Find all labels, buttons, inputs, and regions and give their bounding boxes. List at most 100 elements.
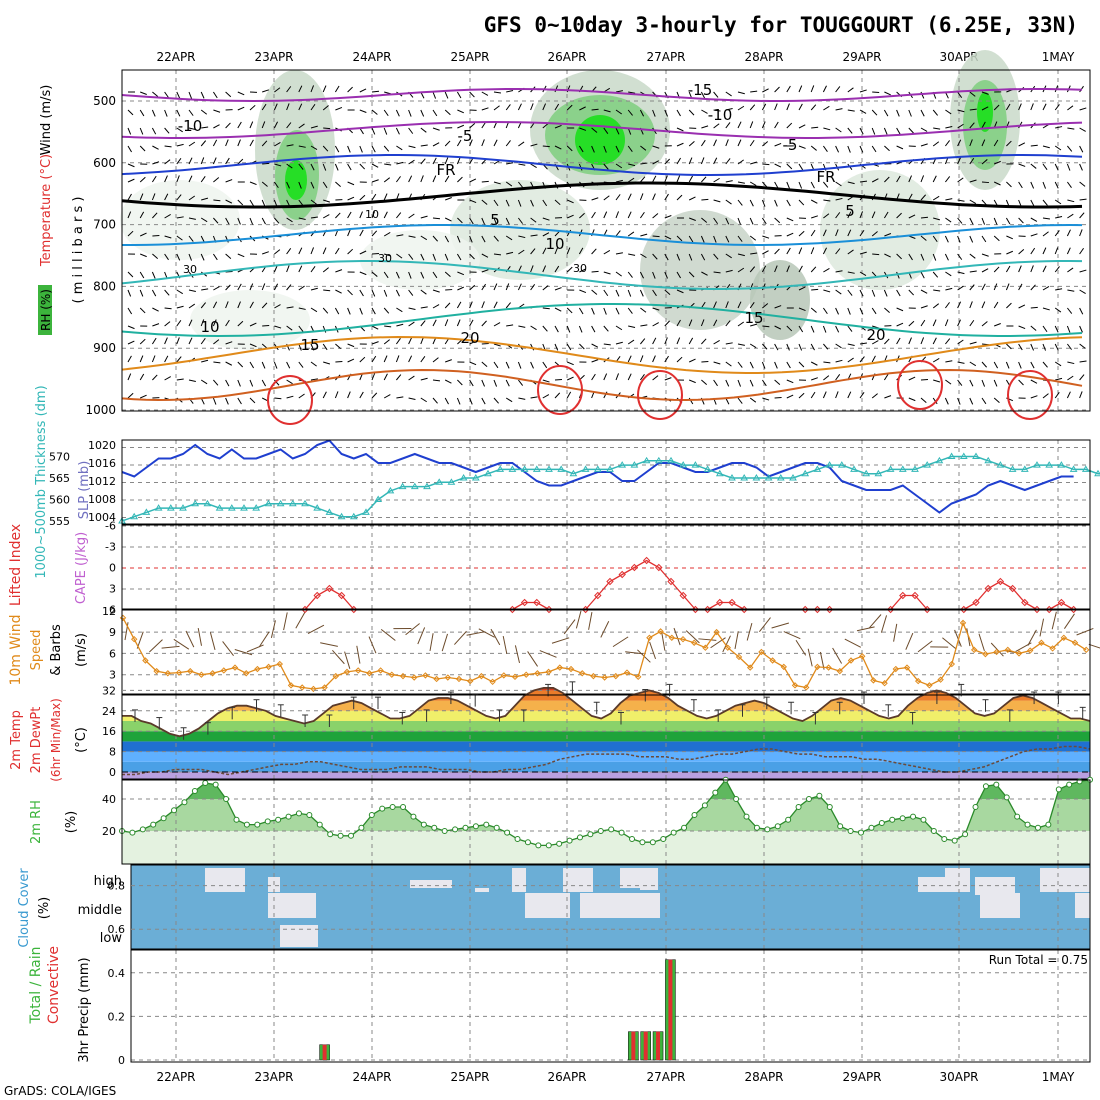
wind-barb xyxy=(335,181,341,188)
wind-barb xyxy=(151,127,157,135)
wind-barb xyxy=(993,379,998,387)
wind-barb xyxy=(347,181,355,186)
wind-barb xyxy=(786,361,791,369)
wind-barb xyxy=(554,343,559,351)
wind-barb xyxy=(432,319,437,327)
surface-wind-barb xyxy=(588,612,593,630)
wind-barb xyxy=(810,229,816,237)
wind-speed-marker xyxy=(466,677,474,685)
wind-barb xyxy=(127,163,135,168)
wind-barb xyxy=(591,343,599,348)
wind-barb xyxy=(396,374,402,381)
wind-barb xyxy=(152,91,159,97)
wind-barb xyxy=(859,356,865,363)
wind-barb xyxy=(896,212,902,219)
rh-marker xyxy=(629,836,636,842)
wind-barb xyxy=(652,307,660,311)
surface-wind-barb xyxy=(270,620,276,639)
wind-barb xyxy=(737,159,744,165)
wind-barb xyxy=(883,373,889,381)
rh-marker xyxy=(441,828,448,834)
wind-barb xyxy=(176,235,183,241)
wind-barb xyxy=(237,379,241,387)
rh-marker xyxy=(733,796,740,802)
wind-barb xyxy=(920,378,929,381)
thickness-marker xyxy=(801,469,810,477)
wind-barb xyxy=(408,375,415,381)
wind-barb xyxy=(969,139,973,147)
rh-marker xyxy=(972,804,979,810)
wind-barb xyxy=(993,301,999,309)
wind-barb xyxy=(700,157,705,165)
wind-barb xyxy=(579,343,585,350)
precip-unit-label: 3hr Precip (mm) xyxy=(77,957,92,1062)
rh-legend-swatch xyxy=(38,285,52,335)
wind-speed-marker xyxy=(1026,647,1034,654)
wind-barb xyxy=(420,144,428,147)
surface-wind-barb xyxy=(258,631,270,648)
wind-barb xyxy=(200,235,205,243)
wind-barb xyxy=(298,103,303,111)
wind-barb xyxy=(506,89,514,93)
wind-barb xyxy=(456,235,461,243)
wind-barb xyxy=(371,355,377,363)
wind-barb xyxy=(566,376,574,381)
thickness-marker xyxy=(959,452,968,459)
wind-barb xyxy=(334,163,339,171)
wind-barb xyxy=(383,339,390,345)
bottom-date-label: 27APR xyxy=(646,1070,685,1084)
wind-barb xyxy=(530,396,538,399)
wind-barb xyxy=(603,145,607,153)
wind-barb xyxy=(261,199,266,207)
wind-barb xyxy=(395,289,400,297)
wind-barb xyxy=(322,307,329,314)
wind-barb xyxy=(871,211,876,219)
wind-barb xyxy=(554,287,562,291)
thickness-marker xyxy=(154,504,163,511)
wind-barb xyxy=(1054,307,1062,313)
wind-barb xyxy=(810,325,815,333)
surface-wind-barb xyxy=(832,647,843,664)
thickness-marker xyxy=(618,461,627,468)
rh-marker xyxy=(379,805,386,812)
wind-barb xyxy=(274,397,282,400)
thickness-tick-label: 565 xyxy=(49,472,70,485)
bottom-date-label: 22APR xyxy=(156,1070,195,1084)
wind-barb xyxy=(615,163,623,169)
wind-speed-marker xyxy=(1038,639,1045,646)
wind-barb xyxy=(176,337,180,345)
wind-speed-marker xyxy=(343,668,351,676)
temperature-line xyxy=(122,687,1091,738)
wind-barb xyxy=(249,283,254,291)
wind-barb xyxy=(188,379,196,383)
wind-barb xyxy=(896,175,901,183)
wind-barb xyxy=(725,361,732,367)
surface-wind-barb xyxy=(917,640,933,653)
wind-barb xyxy=(615,230,621,237)
wind-barb xyxy=(786,199,791,207)
wind-barb xyxy=(310,343,315,351)
thickness-tick-label: 570 xyxy=(49,451,70,464)
wind-barb xyxy=(298,85,303,93)
wind-barb xyxy=(371,193,377,201)
wind-barb xyxy=(749,361,754,369)
wind-barb xyxy=(359,211,363,219)
wind-barb xyxy=(298,123,305,129)
wind-speed-marker xyxy=(186,667,194,675)
wind-barb xyxy=(127,109,134,116)
wind-barb xyxy=(517,217,523,224)
wind-barb xyxy=(566,104,573,111)
wind-barb xyxy=(273,121,279,129)
wind-barb xyxy=(506,162,514,165)
wind-speed-marker xyxy=(422,672,429,679)
wind-speed-marker xyxy=(455,675,463,683)
wind-barb xyxy=(628,325,636,328)
top-date-label: 29APR xyxy=(842,50,881,64)
thickness-marker xyxy=(813,465,822,472)
wind-speed-marker xyxy=(657,628,664,635)
wind-barb xyxy=(456,157,461,165)
temp-axis-label-3: (6hr Min/Max) xyxy=(49,698,63,782)
wind-barb xyxy=(1054,181,1059,189)
wind-barb xyxy=(542,285,549,291)
wind-barb xyxy=(969,179,977,183)
